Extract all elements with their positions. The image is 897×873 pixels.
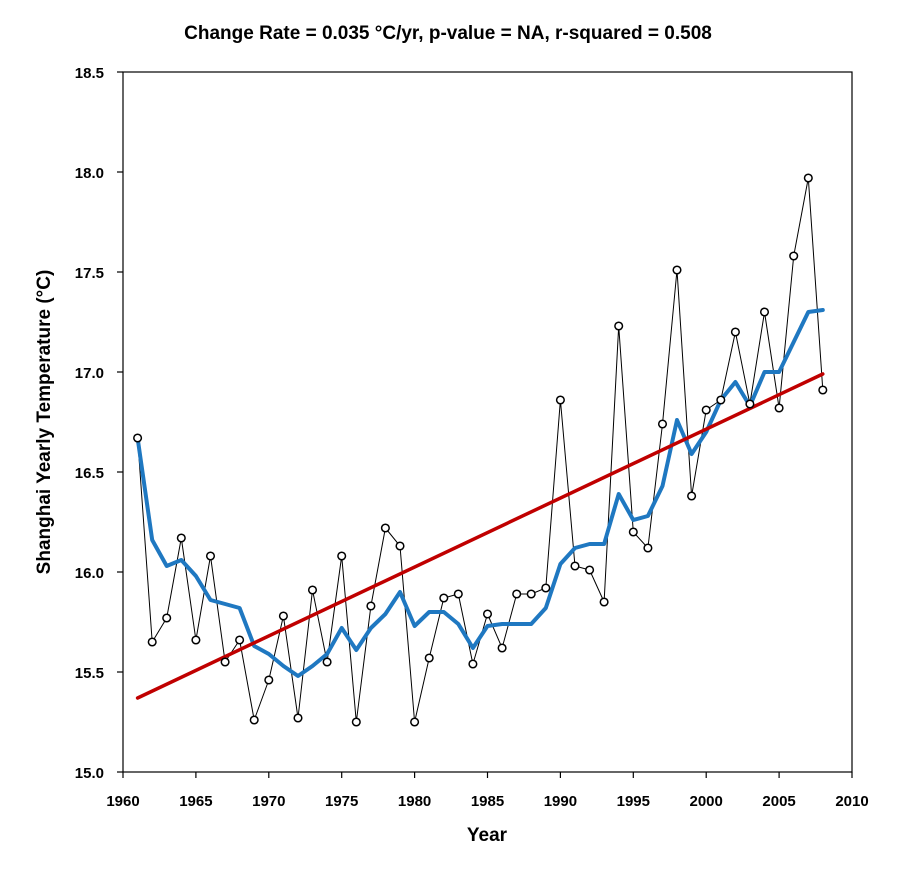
annual-mean-point: [745, 399, 755, 409]
annual-mean-point: [191, 635, 201, 645]
annual-mean-point: [322, 657, 332, 667]
annual-mean-point: [439, 593, 449, 603]
x-tick-label: 2000: [690, 793, 723, 810]
x-tick-label: 1970: [252, 793, 285, 810]
y-tick-label: 16.0: [75, 565, 104, 582]
annual-mean-point: [541, 583, 551, 593]
annual-mean-point: [307, 585, 318, 595]
annual-mean-point: [512, 589, 522, 599]
annual-mean-point: [614, 321, 624, 331]
annual-mean-point: [162, 613, 172, 623]
annual-mean-point: [570, 561, 580, 571]
annual-mean-point: [585, 565, 595, 575]
annual-mean-point: [293, 713, 303, 723]
x-tick-label: 1980: [398, 793, 431, 810]
annual-mean-point: [672, 265, 682, 275]
annual-mean-point: [366, 601, 376, 611]
annual-mean-point: [789, 251, 799, 261]
x-axis-title: Year: [467, 825, 508, 846]
annual-mean-point: [759, 307, 770, 317]
chart-title: Change Rate = 0.035 °C/yr, p-value = NA,…: [184, 23, 712, 44]
annual-mean-point: [410, 717, 420, 727]
annual-mean-point: [818, 385, 828, 395]
annual-mean-point: [147, 637, 157, 647]
annual-mean-point: [555, 395, 565, 405]
y-tick-label: 17.0: [75, 365, 104, 382]
annual-mean-point: [351, 717, 361, 727]
annual-mean-point: [701, 405, 711, 415]
x-tick-label: 2005: [762, 793, 795, 810]
moving-average-line: [135, 308, 825, 678]
annual-mean-point: [264, 675, 274, 685]
linear-trend-line: [135, 372, 825, 700]
annual-mean-point: [482, 609, 493, 619]
annual-mean-point: [249, 715, 259, 725]
x-tick-label: 1985: [471, 793, 504, 810]
annual-mean-point: [643, 543, 653, 553]
y-tick-label: 17.5: [75, 265, 104, 282]
x-axis-ticks: 1960 1965 1970 1975 1980 1985 1990 1995 2000 2005…: [106, 772, 869, 810]
annual-mean-point: [730, 327, 740, 337]
annual-mean-point: [220, 657, 230, 667]
plot-area-frame: [122, 71, 853, 773]
y-axis-ticks: 15.0 15.5 16.0 16.5 17.0 17.5 18.0 18.5: [75, 65, 123, 782]
y-tick-label: 18.0: [75, 165, 104, 182]
annual-mean-point: [497, 643, 507, 653]
annual-mean-point: [599, 597, 609, 607]
x-tick-label: 2010: [835, 793, 868, 810]
annual-mean-point: [380, 523, 390, 533]
annual-mean-point: [235, 635, 245, 645]
annual-mean-point: [657, 419, 668, 429]
x-tick-label: 1960: [106, 793, 139, 810]
annual-mean-point: [803, 173, 813, 183]
annual-mean-point: [176, 533, 186, 543]
annual-mean-point: [468, 659, 478, 669]
y-tick-label: 15.5: [75, 665, 104, 682]
annual-mean-point: [337, 551, 347, 561]
series-layer: [133, 173, 828, 727]
annual-mean-point: [453, 589, 463, 599]
annual-mean-point: [395, 541, 405, 551]
y-tick-label: 16.5: [75, 465, 104, 482]
x-tick-label: 1965: [179, 793, 212, 810]
x-tick-label: 1995: [617, 793, 650, 810]
annual-mean-point: [687, 491, 697, 501]
annual-mean-point: [628, 527, 638, 537]
annual-mean-point: [774, 403, 784, 413]
annual-mean-point: [716, 395, 726, 405]
x-tick-label: 1990: [544, 793, 577, 810]
annual-mean-point: [205, 551, 216, 561]
y-tick-label: 18.5: [75, 65, 104, 82]
y-axis-title: Shanghai Yearly Temperature (°C): [34, 270, 55, 575]
annual-mean-point: [133, 433, 143, 443]
x-tick-label: 1975: [325, 793, 358, 810]
annual-mean-point: [526, 589, 536, 599]
annual-mean-point: [278, 611, 288, 621]
annual-mean-point: [424, 653, 434, 663]
y-tick-label: 15.0: [75, 765, 104, 782]
